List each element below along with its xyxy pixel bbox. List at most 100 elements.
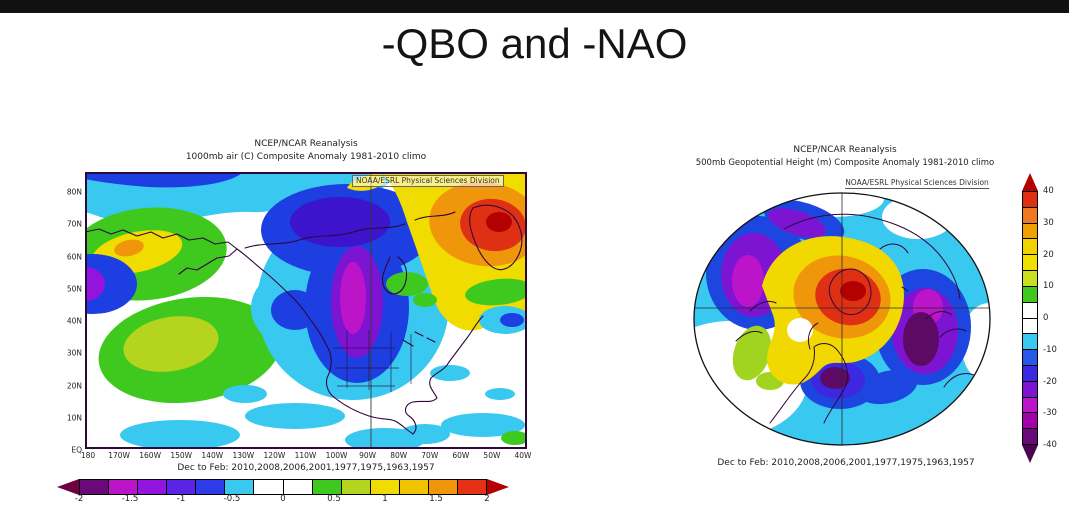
right-colorbar-cell bbox=[1023, 271, 1037, 287]
left-map-coastlines bbox=[85, 204, 523, 435]
left-colorbar-cell bbox=[80, 480, 110, 494]
left-colorbar-cell bbox=[399, 480, 429, 494]
right-map-anomaly-fills bbox=[694, 193, 990, 437]
left-colorbar-cell bbox=[370, 480, 400, 494]
right-chart-caption: Dec to Feb: 2010,2008,2006,2001,1977,197… bbox=[717, 458, 975, 468]
right-colorbar-cell bbox=[1023, 397, 1037, 414]
right-colorbar-cell bbox=[1023, 318, 1037, 335]
left-colorbar-arrow-right-icon bbox=[487, 479, 509, 495]
right-colorbar-arrow-down-icon bbox=[1022, 445, 1038, 463]
top-black-bar bbox=[0, 0, 1069, 13]
left-colorbar-tick: 1 bbox=[382, 494, 388, 504]
left-y-tick: 30N bbox=[66, 348, 82, 358]
left-chart-title-line1: NCEP/NCAR Reanalysis bbox=[254, 139, 358, 149]
right-colorbar-tick: -30 bbox=[1043, 408, 1057, 419]
slide-title: -QBO and -NAO bbox=[381, 20, 688, 67]
right-colorbar-tick: 0 bbox=[1043, 313, 1049, 323]
left-colorbar-tick: -2 bbox=[74, 494, 84, 504]
left-colorbar-cell bbox=[225, 480, 255, 494]
left-map-state-borders bbox=[333, 330, 412, 392]
right-colorbar-cell bbox=[1023, 239, 1037, 256]
left-colorbar-cell bbox=[138, 480, 168, 494]
right-colorbar-tick: -20 bbox=[1043, 376, 1057, 387]
left-colorbar-tick: 0 bbox=[280, 494, 286, 504]
left-y-tick: 40N bbox=[66, 316, 82, 326]
left-colorbar-cell bbox=[458, 480, 487, 494]
left-chart-title: NCEP/NCAR Reanalysis 1000mb air (C) Comp… bbox=[186, 138, 426, 164]
left-colorbar-cell bbox=[312, 480, 342, 494]
right-colorbar-tick: 30 bbox=[1043, 217, 1054, 228]
left-colorbar-tick: 0.5 bbox=[327, 494, 341, 504]
left-x-tick: 140W bbox=[201, 451, 224, 460]
right-colorbar-cell bbox=[1023, 413, 1037, 430]
left-colorbar-cell bbox=[109, 480, 139, 494]
left-colorbar-tick: -1 bbox=[176, 494, 186, 504]
left-y-tick: EQ bbox=[71, 445, 82, 455]
right-colorbar-tick: -40 bbox=[1043, 440, 1057, 450]
left-chart-caption: Dec to Feb: 2010,2008,2006,2001,1977,197… bbox=[177, 463, 435, 473]
left-anomaly-map bbox=[85, 172, 527, 449]
left-x-tick: 80W bbox=[390, 451, 408, 460]
left-colorbar-arrow-left-icon bbox=[57, 479, 79, 495]
left-y-tick: 20N bbox=[66, 381, 82, 390]
right-colorbar-cell bbox=[1023, 350, 1037, 366]
right-colorbar-tick: 20 bbox=[1043, 249, 1054, 260]
right-colorbar bbox=[1022, 173, 1038, 463]
right-map-grid-lines bbox=[694, 193, 990, 445]
left-colorbar-tick: 2 bbox=[484, 494, 490, 504]
right-colorbar-arrow-up-icon bbox=[1022, 173, 1038, 191]
left-x-tick: 90W bbox=[359, 451, 377, 460]
left-y-tick: 50N bbox=[66, 284, 82, 294]
left-colorbar-cell bbox=[167, 480, 197, 494]
left-colorbar bbox=[57, 479, 509, 495]
right-colorbar-cell bbox=[1023, 223, 1037, 240]
left-colorbar-cell bbox=[283, 480, 313, 494]
left-colorbar-tick: -0.5 bbox=[223, 494, 241, 504]
left-x-tick: 170W bbox=[108, 451, 130, 460]
left-y-tick: 60N bbox=[66, 252, 82, 261]
left-x-tick: 150W bbox=[170, 451, 193, 460]
right-colorbar-cell bbox=[1023, 334, 1037, 351]
left-colorbar-cell bbox=[341, 480, 371, 494]
left-colorbar-cell bbox=[428, 480, 459, 494]
right-colorbar-cell bbox=[1023, 302, 1037, 319]
right-chart-title-line1: NCEP/NCAR Reanalysis bbox=[793, 145, 897, 155]
left-colorbar-cell bbox=[254, 480, 284, 494]
left-x-tick: 40W bbox=[514, 451, 532, 460]
right-colorbar-cell bbox=[1023, 286, 1037, 303]
left-chart-title-line2: 1000mb air (C) Composite Anomaly 1981-20… bbox=[185, 152, 427, 162]
right-colorbar-cell bbox=[1023, 255, 1037, 272]
left-colorbar-cell bbox=[196, 480, 226, 494]
left-y-tick: 10N bbox=[66, 413, 82, 423]
right-colorbar-tick: -10 bbox=[1043, 344, 1057, 355]
right-colorbar-tick: 10 bbox=[1043, 281, 1054, 292]
right-colorbar-tick: 40 bbox=[1043, 186, 1054, 196]
left-map-anomaly-fills bbox=[85, 172, 527, 449]
left-x-tick: 50W bbox=[483, 451, 501, 460]
left-x-tick: 70W bbox=[421, 451, 439, 460]
left-y-tick: 80N bbox=[66, 187, 82, 197]
right-map-outline bbox=[693, 192, 991, 446]
left-x-tick: 160W bbox=[139, 451, 161, 460]
left-y-tick: 70N bbox=[66, 219, 82, 229]
right-colorbar-cell bbox=[1023, 365, 1037, 382]
right-colorbar-cell bbox=[1023, 207, 1037, 224]
left-x-tick: 60W bbox=[452, 451, 470, 460]
left-colorbar-tick: 1.5 bbox=[429, 494, 443, 504]
right-attribution-label: NOAA/ESRL Physical Sciences Division bbox=[845, 178, 989, 189]
right-anomaly-map bbox=[693, 192, 991, 446]
left-x-tick: 130W bbox=[232, 451, 255, 460]
left-x-tick: 180 bbox=[80, 451, 96, 460]
left-attribution-label: NOAA/ESRL Physical Sciences Division bbox=[352, 175, 504, 187]
right-colorbar-cell bbox=[1023, 381, 1037, 398]
right-chart-title-line2: 500mb Geopotential Height (m) Composite … bbox=[695, 158, 995, 168]
left-plot-border bbox=[85, 172, 527, 449]
left-x-tick: 110W bbox=[294, 451, 317, 460]
right-colorbar-cell bbox=[1023, 192, 1037, 208]
left-x-tick: 120W bbox=[263, 451, 286, 460]
left-x-tick: 100W bbox=[325, 451, 348, 460]
right-colorbar-cell bbox=[1023, 429, 1037, 444]
right-chart-title: NCEP/NCAR Reanalysis 500mb Geopotential … bbox=[696, 144, 995, 170]
left-colorbar-tick: -1.5 bbox=[121, 494, 139, 504]
